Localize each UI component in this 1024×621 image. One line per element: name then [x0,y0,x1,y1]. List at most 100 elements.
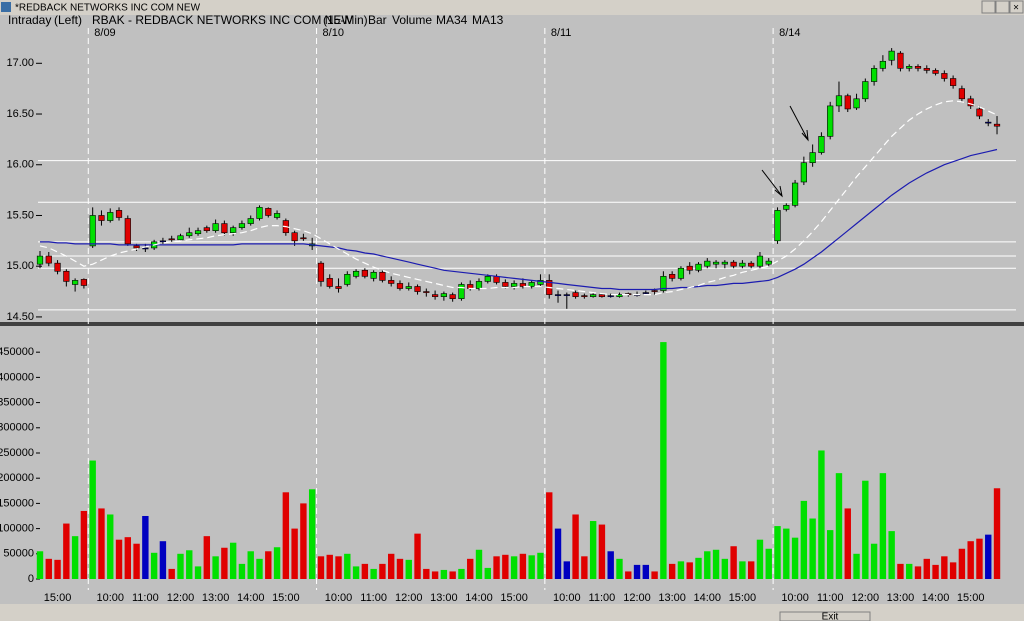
volume-bar [467,558,474,579]
scrollbar[interactable] [0,604,1024,621]
legend-ma13: MA13 [472,13,504,27]
volume-bar [730,546,737,579]
candle-body [203,227,210,231]
candle-body [765,260,772,265]
candle-body [493,276,500,283]
x-tick-label: 12:00 [395,592,423,604]
candle-body [686,265,693,271]
volume-bar [774,526,781,579]
volume-bar [704,551,711,579]
candle-body [616,294,623,297]
volume-bar [607,551,614,579]
candle-body [484,276,491,282]
candle-body [906,66,913,69]
volume-bar [186,550,193,579]
y-tick-label: 14.50 [6,311,34,323]
candle-body [335,286,342,289]
volume-bar [976,538,983,579]
candle-body [660,276,667,291]
volume-bar [581,556,588,579]
volume-bar [818,450,825,579]
candle-body [238,223,246,228]
maximize-button[interactable] [995,0,1010,14]
volume-bar [958,548,966,579]
volume-bar [879,473,887,579]
x-tick-label: 11:00 [589,592,616,604]
volume-bar [449,571,456,579]
volume-bar [414,533,421,579]
candle-body [712,261,720,265]
candle-body [230,227,237,234]
candle-body [72,280,79,285]
x-tick-label: 11:00 [132,592,159,604]
candle-body [607,295,614,297]
y-tick-label: 250000 [0,447,34,459]
y-tick-label: 15.50 [6,209,34,221]
volume-bar [546,492,553,579]
volume-bar [537,552,544,579]
candle-body [291,232,298,242]
price-panel [0,15,1024,323]
candle-body [54,262,61,272]
volume-bar [388,553,395,579]
candle-body [537,280,544,285]
candle-body [300,237,307,240]
volume-bar [177,553,184,579]
x-tick-label: 13:00 [658,592,686,604]
volume-bar [300,503,307,579]
volume-bar [107,514,114,579]
volume-bar [98,508,105,579]
candle-body [212,223,219,231]
x-tick-label: 13:00 [887,592,915,604]
candle-body [818,136,825,153]
minimize-button[interactable] [981,0,996,14]
legend-ma34: MA34 [436,13,468,27]
exit-button[interactable] [779,611,871,621]
candle-body [440,293,447,297]
x-tick-label: 12:00 [852,592,880,604]
candle-body [985,121,992,124]
volume-bar [633,564,641,579]
volume-bar [423,568,430,579]
volume-bar [783,528,790,579]
candle-body [958,88,965,100]
volume-bar [133,543,140,579]
volume-bar [686,562,693,579]
volume-bar [941,556,948,579]
volume-bar [993,488,1001,579]
candle-body [572,292,579,297]
symbol-label: RBAK - REDBACK NETWORKS INC COM NEW [92,13,353,27]
volume-bar [63,523,70,579]
candle-body [107,212,114,221]
volume-bar [326,554,333,579]
candle-body [36,255,44,265]
volume-bar [853,553,860,579]
volume-bar [589,521,597,579]
candle-body [748,262,755,267]
volume-bar [54,559,61,579]
candle-body [168,238,175,241]
candle-body [844,95,851,110]
x-tick-label: 14:00 [465,592,493,604]
candle-body [370,271,377,279]
candle-body [142,247,149,250]
x-tick-label: 12:00 [623,592,651,604]
x-tick-label: 10:00 [781,592,809,604]
day-label: 8/09 [94,27,115,39]
close-button[interactable] [1009,0,1024,14]
y-tick-label: 350000 [0,396,34,408]
volume-bar [212,556,219,579]
volume-bar [616,558,623,579]
candle-body [932,70,939,74]
volume-bar [458,568,465,579]
volume-bar [985,534,992,579]
candle-body [739,262,746,267]
volume-bar [932,564,939,579]
volume-bar [660,342,667,579]
volume-bar [906,563,913,579]
volume-bar [765,548,772,579]
candle-body [783,205,790,210]
y-tick-label: 400000 [0,371,34,383]
candle-body [431,294,439,297]
